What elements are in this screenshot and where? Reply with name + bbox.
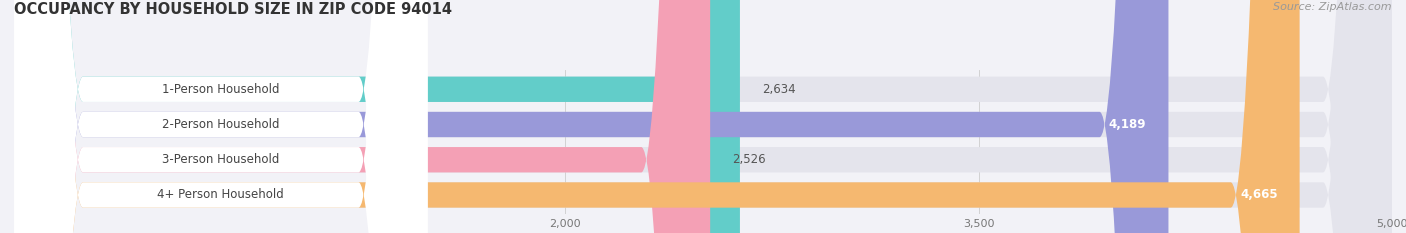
Text: 1-Person Household: 1-Person Household (162, 83, 280, 96)
Text: 2,526: 2,526 (733, 153, 766, 166)
FancyBboxPatch shape (14, 0, 427, 233)
FancyBboxPatch shape (14, 0, 1299, 233)
Text: 4+ Person Household: 4+ Person Household (157, 188, 284, 202)
FancyBboxPatch shape (14, 0, 427, 233)
FancyBboxPatch shape (14, 0, 1392, 233)
FancyBboxPatch shape (14, 0, 1392, 233)
Text: 3-Person Household: 3-Person Household (162, 153, 280, 166)
Text: Source: ZipAtlas.com: Source: ZipAtlas.com (1274, 2, 1392, 12)
Text: OCCUPANCY BY HOUSEHOLD SIZE IN ZIP CODE 94014: OCCUPANCY BY HOUSEHOLD SIZE IN ZIP CODE … (14, 2, 453, 17)
FancyBboxPatch shape (14, 0, 1392, 233)
Text: 4,189: 4,189 (1109, 118, 1146, 131)
FancyBboxPatch shape (14, 0, 427, 233)
Text: 2-Person Household: 2-Person Household (162, 118, 280, 131)
Text: 4,665: 4,665 (1240, 188, 1278, 202)
FancyBboxPatch shape (14, 0, 427, 233)
Text: 2,634: 2,634 (762, 83, 796, 96)
FancyBboxPatch shape (14, 0, 1168, 233)
FancyBboxPatch shape (14, 0, 710, 233)
FancyBboxPatch shape (14, 0, 1392, 233)
FancyBboxPatch shape (14, 0, 740, 233)
